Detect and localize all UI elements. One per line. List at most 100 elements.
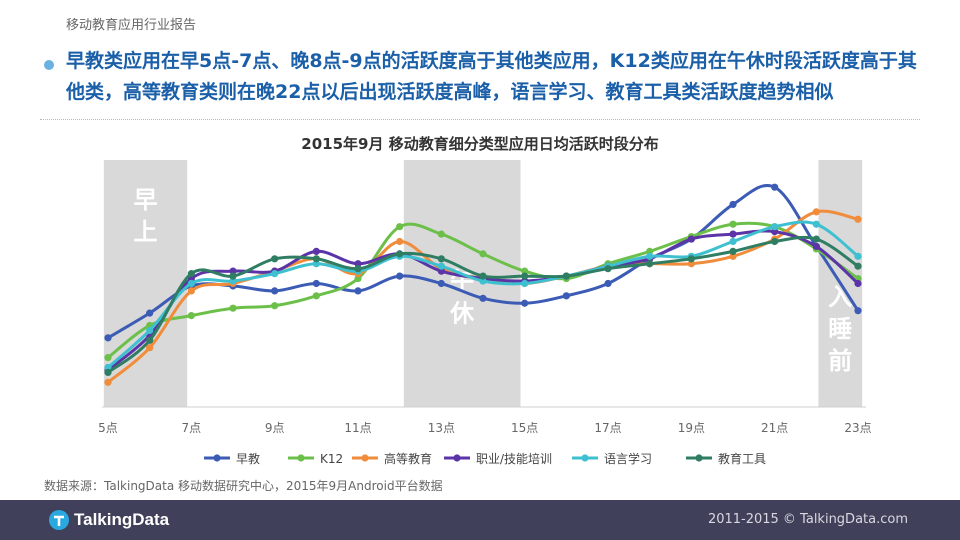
time-band-label-3: 入睡前: [828, 283, 852, 375]
data-point: [729, 200, 737, 209]
data-point: [729, 247, 737, 255]
divider: [40, 119, 920, 120]
data-point: [562, 272, 570, 280]
x-tick-label: 21点: [761, 421, 788, 435]
data-point: [646, 260, 654, 268]
footer: TalkingData 2011-2015 © TalkingData.com: [0, 500, 960, 540]
talkingdata-logo-icon: [49, 510, 69, 530]
legend-swatch-dot: [453, 454, 461, 462]
data-point: [437, 267, 445, 275]
data-point: [354, 274, 362, 283]
data-point: [187, 287, 195, 295]
legend-label: K12: [320, 452, 343, 466]
data-point: [104, 334, 112, 342]
x-tick-label: 15点: [511, 421, 538, 435]
data-point: [521, 267, 529, 275]
legend-label: 高等教育: [384, 451, 432, 466]
legend-swatch-dot: [695, 454, 703, 462]
x-tick-label: 11点: [344, 421, 371, 435]
data-point: [229, 272, 237, 280]
x-tick-label: 19点: [678, 421, 705, 435]
data-point: [354, 260, 362, 268]
data-point: [521, 279, 529, 288]
data-point: [604, 279, 612, 288]
x-tick-label: 9点: [265, 421, 285, 435]
data-point: [104, 354, 112, 362]
data-point: [729, 237, 737, 246]
data-point: [396, 223, 404, 231]
data-point: [854, 215, 862, 223]
data-point: [521, 272, 529, 280]
data-point: [479, 272, 487, 280]
data-point: [187, 270, 195, 278]
chart-title: 2015年9月 移动教育细分类型应用日均活跃时段分布: [301, 135, 658, 153]
data-point: [312, 247, 320, 255]
data-point: [437, 255, 445, 263]
data-point: [187, 312, 195, 320]
data-point: [146, 326, 154, 335]
data-point: [771, 223, 779, 231]
data-point: [312, 292, 320, 300]
data-point: [729, 220, 737, 228]
data-point: [646, 247, 654, 255]
data-point: [229, 277, 237, 285]
data-point: [729, 230, 737, 238]
source-note: 数据来源：TalkingData 移动数据研究中心，2015年9月Android…: [44, 479, 443, 493]
x-tick-label: 23点: [844, 421, 871, 435]
data-point: [146, 309, 154, 317]
data-point: [646, 252, 654, 260]
data-point: [354, 265, 362, 273]
data-point: [854, 279, 862, 288]
data-point: [104, 368, 112, 377]
data-point: [812, 208, 820, 216]
data-point: [437, 262, 445, 270]
logo: TalkingData: [48, 509, 169, 531]
legend-swatch-dot: [213, 454, 221, 462]
data-point: [146, 344, 154, 352]
data-point: [771, 183, 779, 191]
data-point: [437, 230, 445, 238]
logo-text: TalkingData: [74, 510, 170, 529]
data-point: [104, 378, 112, 386]
data-point: [229, 304, 237, 312]
data-point: [479, 250, 487, 258]
data-point: [771, 237, 779, 246]
data-point: [312, 279, 320, 288]
data-point: [812, 235, 820, 243]
data-point: [354, 287, 362, 295]
data-point: [479, 277, 487, 285]
data-point: [396, 272, 404, 280]
data-point: [604, 265, 612, 273]
data-point: [521, 299, 529, 307]
data-point: [229, 267, 237, 275]
data-point: [312, 260, 320, 268]
legend-label: 职业/技能培训: [476, 451, 552, 466]
data-point: [271, 270, 279, 278]
data-point: [396, 250, 404, 258]
data-point: [396, 237, 404, 246]
bullet-icon: [44, 60, 54, 70]
data-point: [812, 220, 820, 228]
x-tick-label: 17点: [594, 421, 621, 435]
x-tick-label: 5点: [98, 421, 118, 435]
data-point: [437, 279, 445, 288]
data-point: [812, 242, 820, 251]
data-point: [271, 255, 279, 263]
legend-label: 语言学习: [604, 451, 652, 466]
headline: 早教类应用在早5点-7点、晚8点-9点的活跃度高于其他类应用，K12类应用在午休…: [66, 50, 917, 103]
legend-label: 教育工具: [718, 451, 766, 466]
data-point: [271, 287, 279, 295]
x-tick-label: 13点: [428, 421, 455, 435]
data-point: [854, 252, 862, 260]
data-point: [271, 302, 279, 310]
x-tick-label: 7点: [182, 421, 202, 435]
data-point: [187, 279, 195, 288]
data-point: [104, 363, 112, 372]
data-point: [562, 292, 570, 300]
data-point: [729, 252, 737, 260]
data-point: [854, 262, 862, 270]
time-band-label-1: 早上: [134, 186, 158, 246]
legend-swatch-dot: [581, 454, 589, 462]
data-point: [771, 228, 779, 236]
